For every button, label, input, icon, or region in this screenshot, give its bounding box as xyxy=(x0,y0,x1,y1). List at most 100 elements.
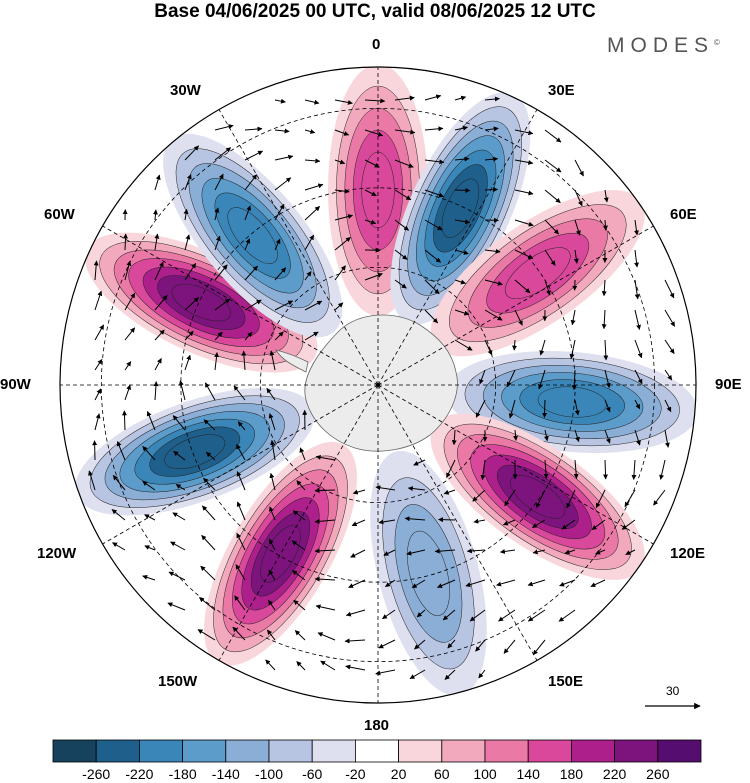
wind-arrow xyxy=(317,632,336,641)
wind-arrow xyxy=(544,189,561,204)
wind-arrow xyxy=(664,369,673,381)
wind-arrow xyxy=(574,189,583,207)
wind-arrow xyxy=(514,309,523,326)
wind-arrow xyxy=(535,489,546,509)
wind-arrow xyxy=(514,219,534,227)
colorbar-label: 220 xyxy=(602,766,627,782)
wind-arrow xyxy=(237,421,246,431)
wind-arrow xyxy=(558,609,576,622)
wind-arrow xyxy=(244,150,264,161)
wind-arrow xyxy=(424,159,445,165)
wind-arrow xyxy=(244,126,263,132)
south-pole-marker xyxy=(376,383,380,387)
wind-arrow xyxy=(538,369,546,390)
wind-arrow xyxy=(484,279,503,286)
wind-arrow xyxy=(304,183,324,191)
wind-arrow xyxy=(352,489,366,495)
wind-arrow xyxy=(203,419,216,431)
wind-arrow xyxy=(124,260,132,281)
wind-arrow xyxy=(199,597,216,611)
wind-arrow xyxy=(438,517,456,523)
wind-arrow xyxy=(574,219,581,236)
wind-arrow xyxy=(514,279,531,294)
anomaly-negative xyxy=(75,387,315,516)
wind-arrow xyxy=(274,98,286,104)
wind-arrow xyxy=(334,302,344,311)
wind-arrow xyxy=(124,361,132,371)
wind-arrow xyxy=(624,489,636,508)
wind-arrow xyxy=(197,629,216,641)
wind-arrow xyxy=(478,669,486,679)
colorbar-label: -20 xyxy=(345,766,366,782)
wind-vectors xyxy=(88,94,676,680)
wind-arrow xyxy=(385,579,396,588)
wind-arrow xyxy=(344,638,366,644)
wind-arrow xyxy=(293,599,306,611)
wind-arrow xyxy=(383,549,396,556)
wind-arrow xyxy=(236,532,246,551)
wind-arrow xyxy=(413,459,426,466)
wind-arrow xyxy=(602,219,608,231)
wind-arrow xyxy=(454,309,470,316)
wind-arrow xyxy=(184,354,191,371)
wind-arrow xyxy=(124,292,136,311)
wind-arrow xyxy=(601,279,607,297)
wind-arrow xyxy=(268,413,276,431)
wind-arrow xyxy=(214,173,224,191)
colorbar-label: -260 xyxy=(82,766,111,782)
wind-arrow xyxy=(345,609,366,617)
wind-arrow xyxy=(94,388,102,401)
wind-arrow xyxy=(154,295,168,311)
lon-label-30e: 30E xyxy=(548,82,575,99)
wind-arrow xyxy=(564,549,576,555)
colorbar-swatch xyxy=(95,739,140,763)
wind-arrow xyxy=(604,429,611,444)
colorbar-swatch xyxy=(354,739,399,763)
wind-arrow xyxy=(634,339,643,359)
wind-arrow xyxy=(235,564,246,581)
wind-arrow xyxy=(299,447,306,461)
colorbar-label: 180 xyxy=(559,766,584,782)
wind-arrow xyxy=(424,249,442,263)
colorbar-swatch xyxy=(52,739,97,763)
wind-arrow xyxy=(304,300,323,311)
wind-arrow xyxy=(544,159,562,173)
wind-arrow xyxy=(304,331,319,341)
wind-arrow xyxy=(214,264,228,281)
wind-arrow xyxy=(503,639,516,654)
wind-arrow xyxy=(484,187,499,193)
wind-arrow xyxy=(314,488,336,494)
wind-arrow xyxy=(570,309,576,326)
wind-arrow xyxy=(274,300,294,311)
colorbar-swatch xyxy=(571,739,616,763)
wind-arrow xyxy=(364,98,386,104)
wind-arrow xyxy=(274,154,294,161)
wind-arrow xyxy=(604,399,611,413)
wind-arrow xyxy=(603,339,609,361)
wind-arrow xyxy=(544,249,556,266)
wind-arrow xyxy=(378,519,396,525)
wind-arrow xyxy=(634,369,643,385)
wind-arrow xyxy=(153,209,158,221)
colorbar-swatch xyxy=(182,739,227,763)
wind-arrow xyxy=(234,595,246,611)
wind-arrow xyxy=(304,99,320,105)
wind-arrow xyxy=(513,429,519,441)
colorbar-swatch xyxy=(657,739,702,763)
wind-arrow xyxy=(443,489,456,495)
wind-arrow xyxy=(437,579,456,588)
wind-arrow xyxy=(269,472,276,491)
wind-arrow xyxy=(664,429,670,448)
contour-level xyxy=(227,207,278,264)
wind-arrow xyxy=(232,626,246,641)
wind-arrow xyxy=(508,399,516,419)
wind-arrow xyxy=(183,208,189,221)
wind-arrow xyxy=(466,548,486,554)
lon-label-30w: 30W xyxy=(170,82,201,99)
wind-arrow xyxy=(506,369,516,388)
wind-arrow xyxy=(172,415,186,431)
wind-arrow xyxy=(334,188,350,194)
wind-arrow xyxy=(544,129,562,143)
anomaly-negative xyxy=(163,133,343,338)
